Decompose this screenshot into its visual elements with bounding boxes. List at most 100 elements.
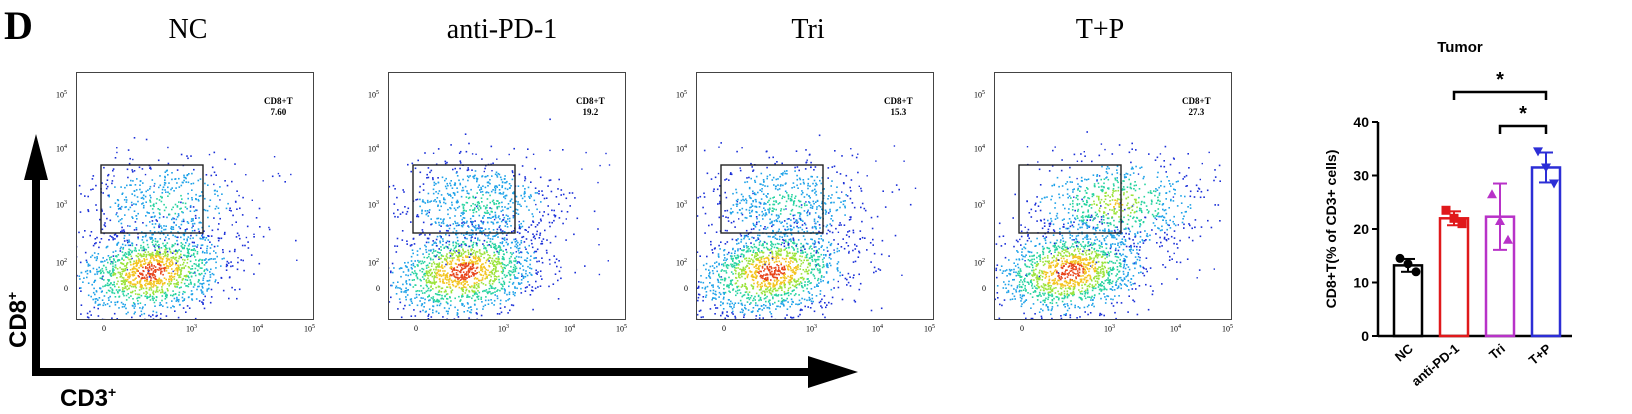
flow-dot	[477, 255, 480, 258]
flow-dot	[808, 247, 811, 250]
flow-dot	[504, 290, 506, 292]
flow-dot	[155, 243, 157, 246]
flow-dot	[159, 251, 161, 254]
flow-dot	[169, 276, 171, 278]
flow-dot	[121, 243, 124, 246]
flow-dot	[469, 285, 471, 288]
flow-dot	[190, 218, 193, 220]
flow-dot	[732, 260, 734, 262]
flow-dot	[555, 196, 558, 198]
flow-dot	[197, 200, 200, 202]
flow-dot	[174, 253, 177, 256]
flow-dot	[467, 307, 470, 309]
flow-dot	[725, 259, 727, 262]
flow-dot	[153, 259, 155, 262]
flow-dot	[797, 315, 800, 318]
flow-dot	[771, 259, 774, 261]
flow-dot	[121, 251, 124, 253]
flow-dot	[517, 272, 520, 274]
flow-dot	[512, 281, 515, 284]
flow-dot	[441, 287, 444, 289]
flow-dot	[195, 298, 198, 300]
flow-dot	[593, 210, 596, 213]
flow-dot	[493, 299, 496, 302]
flow-dot	[114, 250, 117, 252]
flow-dot	[461, 293, 464, 295]
flow-dot	[190, 155, 192, 157]
flow-dot	[116, 235, 118, 237]
flow-dot	[504, 181, 506, 184]
flow-dot	[197, 281, 200, 283]
flow-dot	[494, 189, 497, 192]
flow-dot	[151, 283, 153, 285]
flow-dot	[441, 255, 443, 257]
flow-dot	[112, 255, 115, 257]
flow-dot	[466, 294, 469, 296]
flow-dot	[431, 275, 434, 278]
flow-dot	[493, 218, 496, 221]
flow-dot	[92, 175, 95, 177]
flow-dot	[535, 272, 537, 274]
flow-dot	[780, 294, 782, 296]
flow-dot	[492, 223, 495, 225]
flow-dot	[760, 250, 763, 252]
flow-dot	[112, 267, 114, 270]
flow-dot	[172, 276, 174, 278]
flow-dot	[718, 263, 720, 266]
flow-dot	[141, 196, 144, 199]
flow-dot	[123, 237, 125, 240]
flow-dot	[717, 253, 720, 255]
flow-dot	[772, 296, 774, 298]
flow-dot	[469, 311, 471, 313]
flow-dot	[460, 246, 463, 248]
flow-dot	[757, 258, 759, 261]
flow-dot	[734, 257, 737, 259]
flow-dot	[528, 226, 530, 229]
flow-dot	[134, 278, 136, 280]
flow-dot	[490, 145, 493, 148]
flow-dot	[506, 293, 508, 296]
flow-dot	[463, 280, 465, 282]
flow-dot	[164, 298, 167, 300]
flow-dot	[744, 291, 747, 294]
flow-dot	[801, 255, 803, 258]
flow-dot	[159, 281, 162, 284]
flow-dot	[773, 284, 776, 287]
flow-dot	[209, 271, 211, 273]
flow-dot	[476, 257, 479, 259]
flow-dot	[462, 284, 465, 287]
flow-dot	[421, 260, 424, 263]
flow-dot	[208, 279, 211, 282]
flow-dot	[102, 257, 104, 259]
flow-dot	[155, 202, 158, 205]
flow-dot	[462, 288, 464, 291]
flow-dot	[133, 266, 135, 268]
flow-dot	[528, 209, 530, 211]
flow-dot	[472, 263, 474, 265]
flow-dot	[466, 190, 468, 192]
flow-dot	[415, 296, 418, 299]
flow-dot	[450, 207, 452, 210]
flow-dot	[718, 256, 720, 258]
flow-dot	[198, 259, 200, 262]
flow-dot	[426, 285, 428, 288]
flow-dot	[810, 252, 812, 255]
flow-dot	[781, 281, 784, 284]
flow-dot	[770, 244, 772, 246]
flow-dot	[785, 240, 787, 243]
flow-dot	[154, 291, 157, 293]
flow-dot	[442, 282, 444, 284]
flow-dot	[481, 270, 484, 273]
flow-dot	[181, 220, 183, 223]
flow-dot	[201, 287, 204, 289]
flow-dot	[501, 201, 503, 204]
flow-dot	[393, 267, 395, 269]
flow-dot	[569, 205, 571, 207]
flow-dot	[494, 294, 496, 296]
flow-dot	[488, 217, 490, 219]
flow-dot	[731, 311, 733, 314]
flow-dot	[809, 307, 812, 309]
flow-dot	[506, 226, 509, 228]
flow-dot	[182, 211, 184, 214]
flow-dot	[148, 254, 151, 257]
